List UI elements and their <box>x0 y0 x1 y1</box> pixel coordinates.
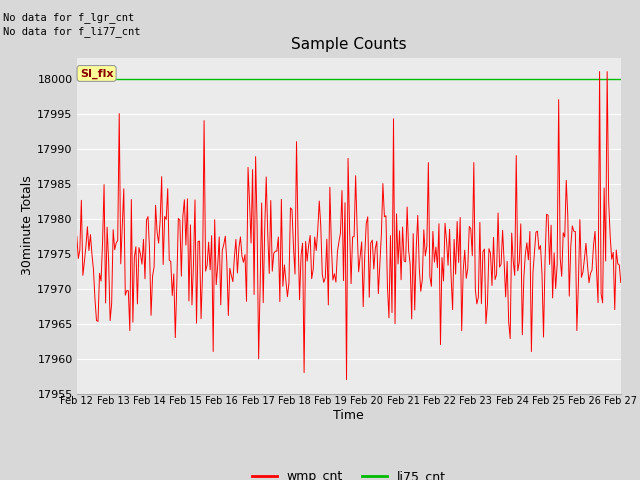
Text: SI_flx: SI_flx <box>80 68 113 79</box>
Text: No data for f_lgr_cnt: No data for f_lgr_cnt <box>3 12 134 23</box>
Title: Sample Counts: Sample Counts <box>291 37 406 52</box>
Legend: wmp_cnt, li75_cnt: wmp_cnt, li75_cnt <box>247 465 451 480</box>
Y-axis label: 30minute Totals: 30minute Totals <box>22 176 35 276</box>
X-axis label: Time: Time <box>333 409 364 422</box>
Text: No data for f_li77_cnt: No data for f_li77_cnt <box>3 26 141 37</box>
